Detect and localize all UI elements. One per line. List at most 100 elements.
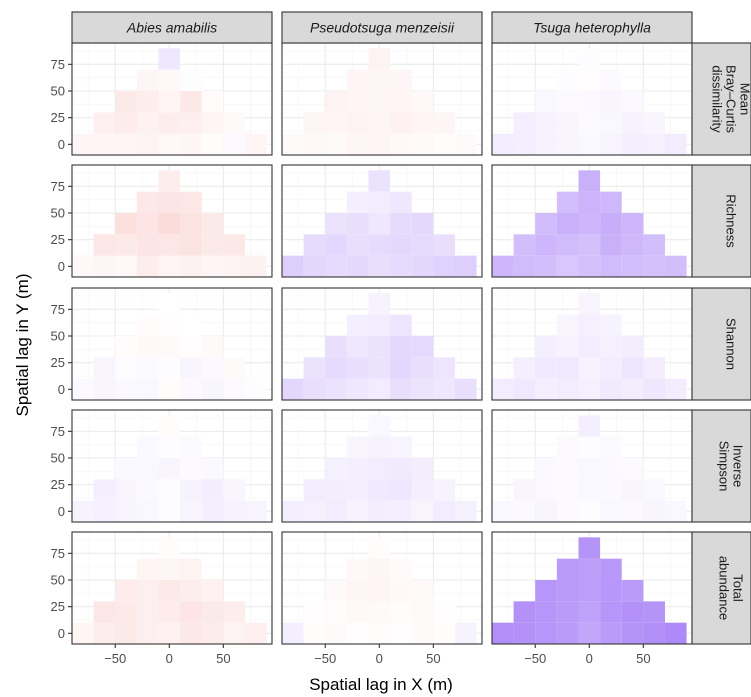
heatmap-cell: [201, 357, 224, 379]
heatmap-cell: [325, 479, 347, 501]
heatmap-cell: [201, 500, 224, 522]
heatmap-cell: [433, 357, 455, 379]
heatmap-cell: [158, 133, 181, 155]
column-strip: [71, 11, 273, 44]
heatmap-cell: [411, 601, 434, 623]
heatmap-cell: [368, 479, 391, 501]
heatmap-cell: [346, 133, 369, 155]
heatmap-cell: [244, 500, 267, 522]
heatmap-cell: [492, 255, 514, 277]
heatmap-cell: [93, 601, 116, 623]
heatmap-cell: [411, 479, 434, 501]
heatmap-cell: [346, 357, 369, 379]
heatmap-cell: [578, 436, 601, 458]
heatmap-cell: [368, 378, 391, 400]
heatmap-cell: [180, 378, 202, 400]
heatmap-cell: [578, 293, 601, 315]
heatmap-cell: [411, 255, 434, 277]
heatmap-cell: [201, 234, 224, 256]
heatmap-cell: [578, 255, 601, 277]
heatmap-cell: [390, 378, 412, 400]
heatmap-cell: [621, 112, 644, 134]
heatmap-cell: [621, 133, 644, 155]
heatmap-cell: [223, 133, 245, 155]
heatmap-cell: [578, 112, 601, 134]
heatmap-cell: [390, 91, 412, 113]
heatmap-cell: [600, 133, 622, 155]
heatmap-cell: [578, 191, 601, 213]
heatmap-cell: [93, 133, 116, 155]
heatmap-cell: [346, 558, 369, 580]
heatmap-cell: [556, 357, 579, 379]
heatmap-cell: [621, 234, 644, 256]
heatmap-cell: [158, 293, 181, 315]
heatmap-cell: [556, 69, 579, 91]
heatmap-cell: [643, 622, 665, 644]
heatmap-cell: [368, 622, 391, 644]
heatmap-cell: [346, 601, 369, 623]
heatmap-cell: [180, 91, 202, 113]
heatmap-cell: [93, 234, 116, 256]
heatmap-cell: [303, 500, 326, 522]
heatmap-cell: [368, 458, 391, 480]
heatmap-cell: [578, 415, 601, 437]
heatmap-cell: [600, 255, 622, 277]
panel-1-2: [281, 287, 483, 401]
heatmap-cell: [180, 580, 202, 602]
y-tick-label: 0: [58, 259, 65, 274]
x-tick-label: 0: [166, 651, 173, 666]
heatmap-cell: [411, 580, 434, 602]
heatmap-cell: [454, 378, 477, 400]
heatmap-cell: [390, 500, 412, 522]
heatmap-cell: [115, 622, 137, 644]
heatmap-cell: [325, 133, 347, 155]
panel-1-0: [281, 42, 483, 156]
heatmap-cell: [180, 436, 202, 458]
heatmap-cell: [578, 558, 601, 580]
heatmap-cell: [346, 436, 369, 458]
heatmap-cell: [72, 500, 94, 522]
heatmap-cell: [411, 357, 434, 379]
heatmap-cell: [664, 378, 687, 400]
heatmap-cell: [513, 112, 536, 134]
heatmap-cell: [223, 479, 245, 501]
heatmap-cell: [368, 213, 391, 235]
strips-layer: Abies amabilis Pseudotsuga menzeisii Tsuga…: [71, 11, 751, 645]
heatmap-cell: [643, 133, 665, 155]
heatmap-cell: [390, 558, 412, 580]
heatmap-cell: [325, 91, 347, 113]
panel-0-2: [71, 287, 273, 401]
heatmap-cell: [158, 357, 181, 379]
panel-border: [281, 531, 483, 645]
heatmap-cell: [136, 357, 159, 379]
heatmap-cell: [411, 91, 434, 113]
row-strip-label: Richness: [724, 194, 739, 248]
heatmap-cell: [643, 378, 665, 400]
heatmap-cell: [411, 378, 434, 400]
heatmap-cell: [621, 500, 644, 522]
heatmap-cell: [411, 458, 434, 480]
x-axis-title: Spatial lag in X (m): [309, 675, 453, 694]
y-tick-label: 0: [58, 382, 65, 397]
heatmap-cell: [93, 479, 116, 501]
heatmap-cell: [346, 191, 369, 213]
heatmap-cell: [621, 622, 644, 644]
heatmap-cell: [492, 500, 514, 522]
heatmap-cell: [136, 558, 159, 580]
heatmap-cell: [600, 500, 622, 522]
heatmap-cell: [578, 133, 601, 155]
y-tick-label: 75: [51, 546, 65, 561]
y-tick-label: 0: [58, 626, 65, 641]
heatmap-cell: [282, 500, 304, 522]
heatmap-cell: [600, 601, 622, 623]
heatmap-cell: [325, 357, 347, 379]
heatmap-cell: [180, 213, 202, 235]
y-tick-label: 75: [51, 302, 65, 317]
heatmap-cell: [136, 112, 159, 134]
y-tick-label: 0: [58, 504, 65, 519]
heatmap-cell: [643, 357, 665, 379]
heatmap-cell: [180, 69, 202, 91]
y-tick-label: 25: [51, 477, 65, 492]
heatmap-cell: [556, 622, 579, 644]
heatmap-cell: [390, 479, 412, 501]
